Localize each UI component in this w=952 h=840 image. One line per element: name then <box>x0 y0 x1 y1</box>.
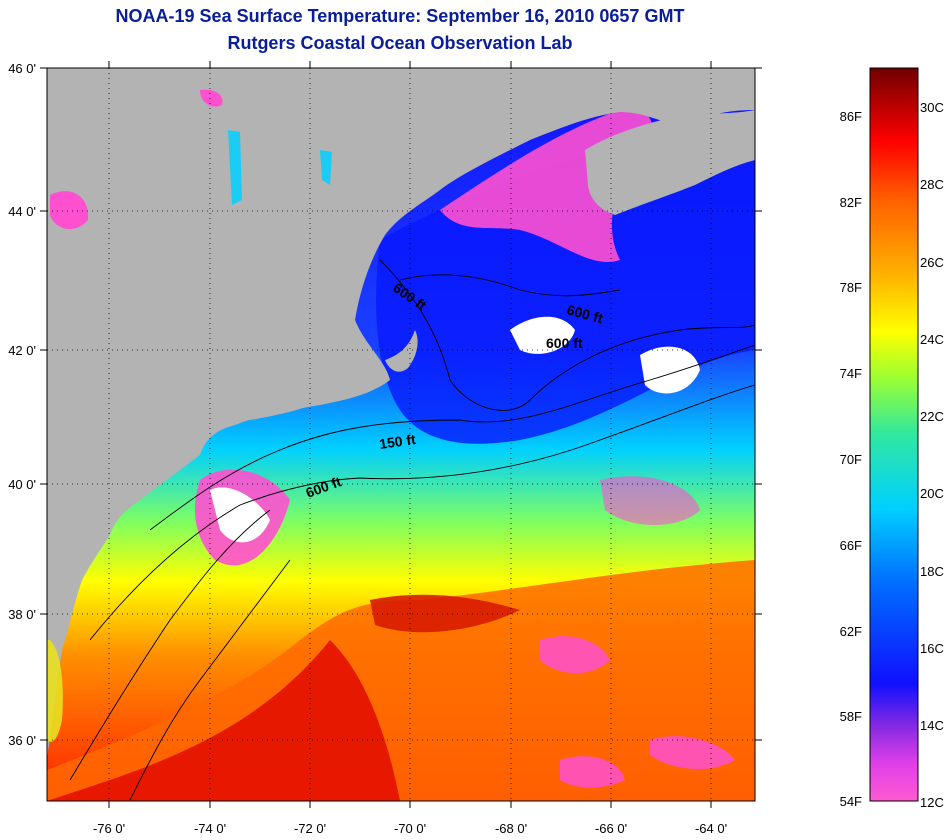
map-frame <box>46 67 756 802</box>
warm-eddy <box>370 594 520 633</box>
lat-tick-label: 46 0' <box>8 61 36 76</box>
lat-tick-label: 42 0' <box>8 343 36 358</box>
contour-label-600ft-c: 600 ft <box>546 335 583 351</box>
land-north-america <box>47 68 755 760</box>
sst-map: 600 ft 600 ft 600 ft 150 ft 600 ft -76 0… <box>8 61 762 836</box>
map-subtitle: Rutgers Coastal Ocean Observation Lab <box>227 33 573 53</box>
lon-tick-label: -66 0' <box>595 821 627 836</box>
cloud-patch <box>640 346 700 394</box>
cloud-edge <box>650 736 735 770</box>
colorbar-c-label: 28C <box>920 177 944 192</box>
colorbar-c-label: 26C <box>920 255 944 270</box>
colorbar-c-label: 24C <box>920 332 944 347</box>
bathymetry-contours <box>69 259 755 801</box>
chesapeake-bay <box>47 640 63 742</box>
map-title: NOAA-19 Sea Surface Temperature: Septemb… <box>115 6 685 26</box>
axis-ticks <box>40 61 762 808</box>
lon-tick-label: -68 0' <box>495 821 527 836</box>
lat-tick-label: 36 0' <box>8 733 36 748</box>
colorbar-f-label: 82F <box>840 195 862 210</box>
inland-lake <box>50 191 89 230</box>
land-nova-scotia <box>585 110 755 215</box>
cloud-edge <box>540 636 610 674</box>
colorbar-c-label: 12C <box>920 795 944 810</box>
colorbar-c-label: 22C <box>920 409 944 424</box>
colorbar-c-label: 30C <box>920 100 944 115</box>
colorbar-gradient <box>869 67 919 802</box>
lon-tick-label: -72 0' <box>294 821 326 836</box>
colorbar-c-label: 18C <box>920 564 944 579</box>
contour-label-150ft: 150 ft <box>378 431 417 452</box>
colorbar-f-label: 66F <box>840 538 862 553</box>
colorbar-f-label: 78F <box>840 280 862 295</box>
colorbar-f-label: 74F <box>840 366 862 381</box>
graticule <box>47 68 755 801</box>
temperature-colorbar: 86F 82F 78F 74F 70F 66F 62F 58F 54F 30C … <box>840 67 944 810</box>
cloud-patch <box>210 487 270 543</box>
land-cape-cod <box>385 330 418 372</box>
cloud-edge <box>600 476 700 525</box>
lat-tick-label: 44 0' <box>8 204 36 219</box>
lon-tick-label: -70 0' <box>394 821 426 836</box>
colorbar-f-label: 70F <box>840 452 862 467</box>
colorbar-c-label: 20C <box>920 486 944 501</box>
colorbar-c-label: 16C <box>920 641 944 656</box>
colorbar-f-label: 58F <box>840 709 862 724</box>
lon-tick-label: -74 0' <box>194 821 226 836</box>
land-long-island <box>205 400 320 424</box>
inland-lake <box>200 89 223 107</box>
gulf-stream-core <box>47 640 400 801</box>
cloud-edge <box>560 756 625 788</box>
lon-tick-label: -64 0' <box>695 821 727 836</box>
colorbar-c-label: 14C <box>920 718 944 733</box>
colorbar-f-label: 54F <box>840 794 862 809</box>
colorbar-f-label: 62F <box>840 624 862 639</box>
cloud-patch <box>510 316 575 354</box>
lon-tick-label: -76 0' <box>93 821 125 836</box>
inland-lake <box>320 150 332 185</box>
lat-tick-label: 38 0' <box>8 607 36 622</box>
colorbar-f-label: 86F <box>840 109 862 124</box>
inland-lake <box>228 130 242 205</box>
lat-tick-label: 40 0' <box>8 477 36 492</box>
